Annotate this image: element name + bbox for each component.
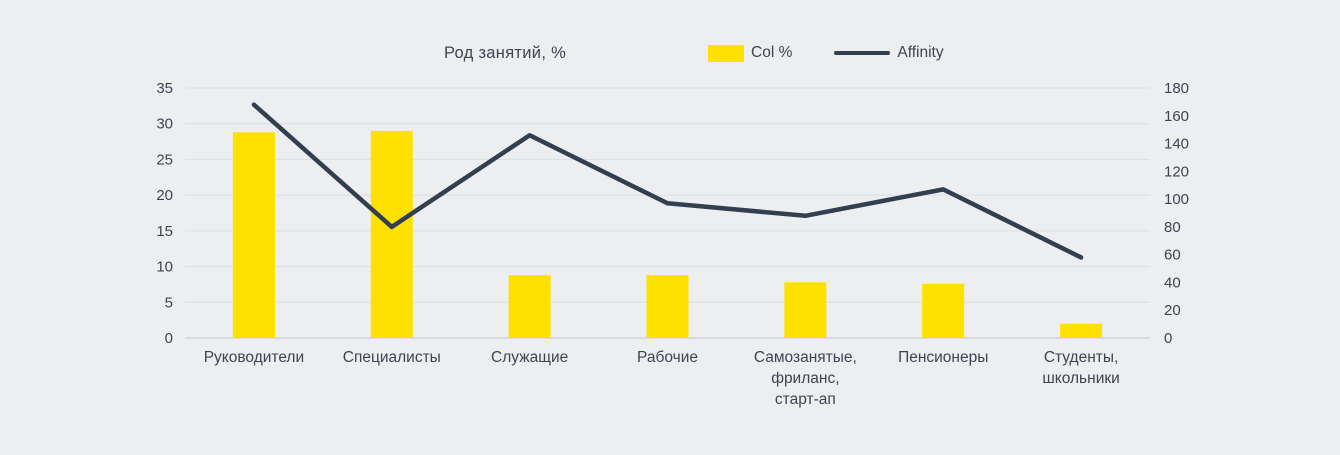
bar bbox=[508, 275, 551, 338]
category-label: Пенсионеры bbox=[898, 349, 988, 366]
right-axis-tick-label: 100 bbox=[1164, 191, 1189, 208]
bar bbox=[232, 132, 275, 338]
bar bbox=[370, 130, 413, 338]
bar bbox=[784, 282, 827, 338]
right-axis-tick-label: 140 bbox=[1164, 136, 1189, 153]
legend-label-col: Col % bbox=[751, 44, 793, 61]
right-axis-tick-label: 120 bbox=[1164, 163, 1189, 180]
category-label: Самозанятые, фриланс, старт-ап bbox=[754, 349, 857, 408]
category-label: Студенты, школьники bbox=[1042, 349, 1119, 387]
right-axis-tick-label: 80 bbox=[1164, 219, 1181, 236]
left-axis-tick-label: 30 bbox=[156, 116, 173, 133]
category-label: Специалисты bbox=[343, 349, 441, 366]
left-axis-tick-label: 5 bbox=[165, 294, 173, 311]
left-axis-tick-label: 25 bbox=[156, 151, 173, 168]
bar bbox=[646, 275, 689, 338]
left-axis-tick-label: 20 bbox=[156, 187, 173, 204]
affinity-line bbox=[251, 102, 1084, 260]
category-label: Служащие bbox=[491, 349, 568, 366]
left-axis-tick-label: 15 bbox=[156, 223, 173, 240]
legend-label-affinity: Affinity bbox=[897, 44, 944, 61]
left-axis-tick-label: 0 bbox=[165, 330, 173, 347]
right-axis-tick-label: 0 bbox=[1164, 330, 1172, 347]
bar bbox=[922, 283, 965, 338]
right-axis-tick-label: 180 bbox=[1164, 80, 1189, 97]
right-axis-tick-label: 160 bbox=[1164, 108, 1189, 125]
chart-legend: Col % Affinity bbox=[708, 44, 944, 62]
legend-bar-swatch-icon bbox=[708, 44, 744, 62]
category-label: Рабочие bbox=[637, 349, 698, 366]
bar bbox=[1060, 323, 1103, 338]
legend-line-swatch-icon bbox=[834, 51, 891, 55]
chart-title: Род занятий, % bbox=[443, 44, 567, 62]
right-axis-tick-label: 60 bbox=[1164, 247, 1181, 264]
left-axis-tick-label: 35 bbox=[156, 80, 173, 97]
category-label: Руководители bbox=[204, 349, 304, 366]
right-axis-tick-label: 20 bbox=[1164, 302, 1181, 319]
right-axis-tick-label: 40 bbox=[1164, 274, 1181, 291]
left-axis-tick-label: 10 bbox=[156, 259, 173, 276]
